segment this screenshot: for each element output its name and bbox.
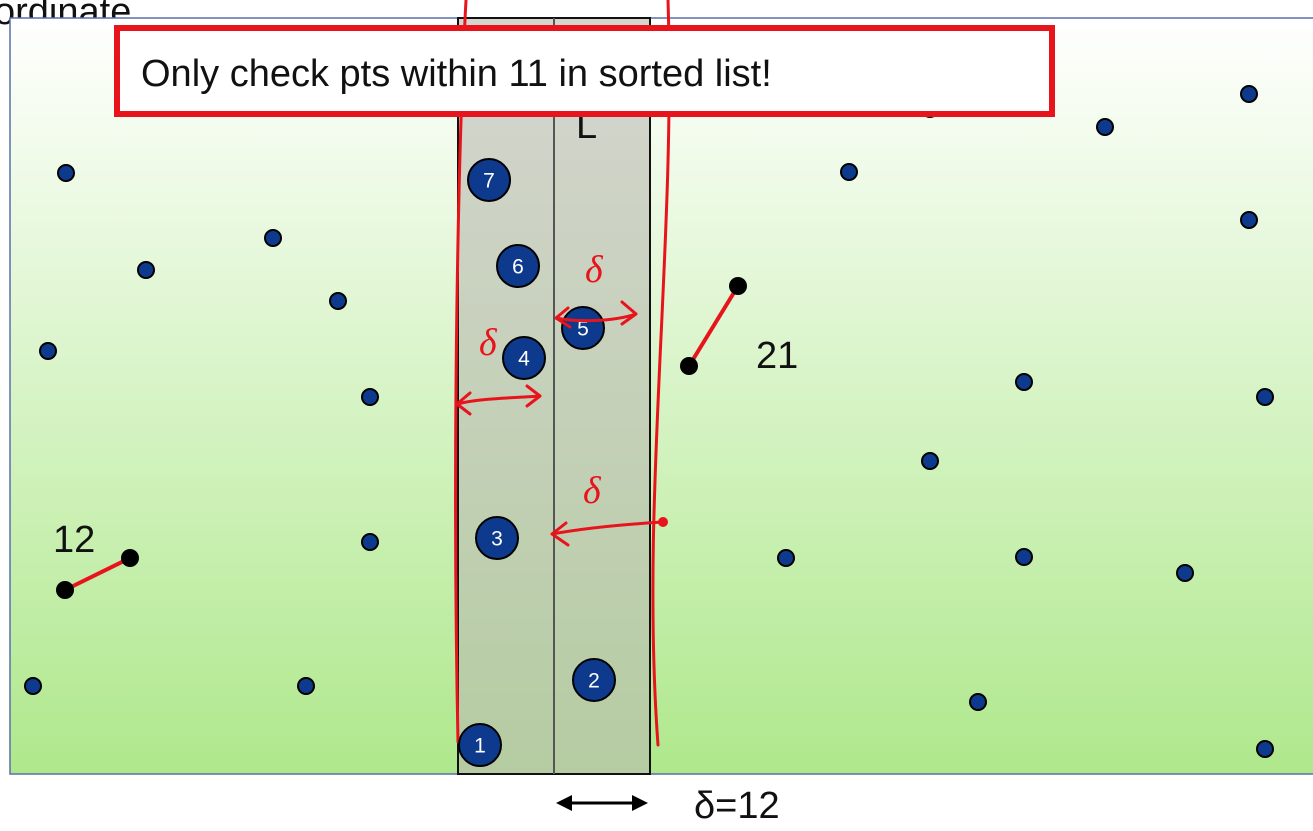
strip-point-label: 5: [577, 318, 589, 341]
left-pair-distance: 12: [53, 519, 95, 561]
strip-point-7: 7: [467, 158, 511, 202]
point: [297, 677, 315, 695]
strip-point-label: 2: [588, 670, 600, 693]
point: [1096, 118, 1114, 136]
point: [1015, 548, 1033, 566]
point: [264, 229, 282, 247]
strip-point-label: 3: [491, 528, 503, 551]
point: [24, 677, 42, 695]
handwritten-delta-left: δ: [479, 322, 498, 364]
left-closest-pair: [56, 549, 139, 599]
handwritten-annotations: [455, 300, 668, 547]
strip-point-1: 1: [458, 723, 502, 767]
strip-point-3: 3: [475, 516, 519, 560]
point: [361, 533, 379, 551]
point: [57, 164, 75, 182]
right-closest-pair: [680, 277, 747, 375]
delta-label: δ=12: [694, 785, 780, 827]
delta-width-arrow: [556, 795, 648, 811]
callout-text: Only check pts within 11 in sorted list!: [141, 53, 772, 95]
right-pair-distance: 21: [756, 335, 798, 377]
strip-point-label: 6: [512, 256, 524, 279]
point: [39, 342, 57, 360]
point: [361, 388, 379, 406]
point: [969, 693, 987, 711]
point: [329, 292, 347, 310]
strip-point-label: 7: [483, 170, 495, 193]
strip-point-4: 4: [502, 336, 546, 380]
point: [777, 549, 795, 567]
point: [840, 163, 858, 181]
handwritten-delta-top: δ: [585, 249, 604, 291]
strip-point-2: 2: [572, 658, 616, 702]
point: [1256, 740, 1274, 758]
handwritten-delta-bottom: δ: [583, 470, 602, 512]
point: [921, 452, 939, 470]
point: [1015, 373, 1033, 391]
callout-box: [114, 25, 1055, 117]
strip-point-6: 6: [496, 244, 540, 288]
strip-point-label: 4: [518, 348, 530, 371]
point: [1240, 85, 1258, 103]
strip-point-5: 5: [561, 306, 605, 350]
strip-point-label: 1: [474, 735, 486, 758]
point: [137, 261, 155, 279]
plot-area: [9, 17, 1313, 775]
point: [1256, 388, 1274, 406]
point: [1240, 211, 1258, 229]
point: [1176, 564, 1194, 582]
